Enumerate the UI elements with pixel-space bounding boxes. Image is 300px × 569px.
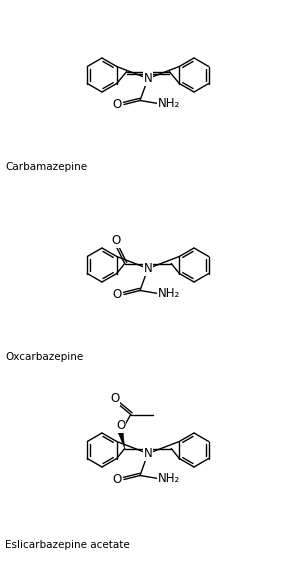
Text: Oxcarbazepine: Oxcarbazepine (5, 352, 83, 362)
Text: O: O (112, 473, 122, 486)
Text: NH₂: NH₂ (158, 472, 180, 485)
Text: O: O (112, 98, 122, 111)
Text: O: O (116, 419, 125, 432)
Text: O: O (112, 288, 122, 301)
Text: NH₂: NH₂ (158, 97, 180, 110)
Text: N: N (144, 72, 152, 85)
Text: NH₂: NH₂ (158, 287, 180, 300)
Text: N: N (144, 447, 152, 460)
Polygon shape (118, 432, 125, 448)
Text: O: O (111, 234, 120, 247)
Text: Eslicarbazepine acetate: Eslicarbazepine acetate (5, 540, 130, 550)
Text: O: O (110, 392, 119, 405)
Text: N: N (144, 262, 152, 275)
Text: Carbamazepine: Carbamazepine (5, 162, 87, 172)
